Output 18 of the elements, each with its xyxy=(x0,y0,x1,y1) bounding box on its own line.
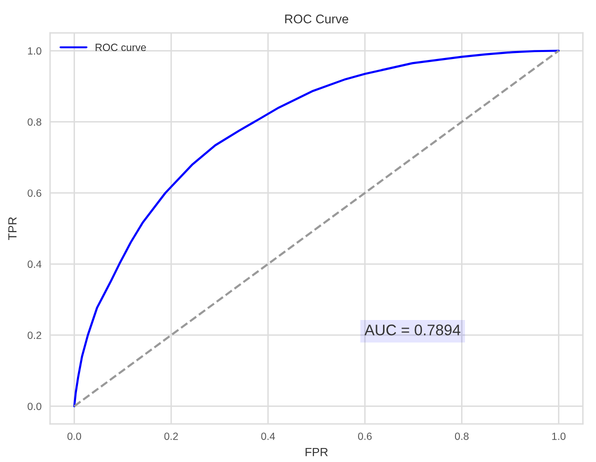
y-tick-label: 0.0 xyxy=(28,402,42,410)
x-tick-label: 0.4 xyxy=(261,432,275,440)
y-tick-label: 0.8 xyxy=(28,118,42,126)
chart-title: ROC Curve xyxy=(285,14,348,24)
y-tick-label: 1.0 xyxy=(28,47,42,55)
annotation: AUC = 0.7894 xyxy=(364,324,460,336)
x-tick-label: 0.6 xyxy=(358,432,372,440)
legend-label: ROC curve xyxy=(96,44,146,52)
x-axis-title: FPR xyxy=(306,448,328,456)
y-axis-title: TPR xyxy=(8,217,16,240)
y-tick-label: 0.6 xyxy=(28,189,42,197)
y-tick-label: 0.2 xyxy=(28,332,42,339)
x-tick-label: 0.0 xyxy=(67,432,82,440)
y-tick-label: 0.4 xyxy=(28,260,42,268)
x-tick-label: 1.0 xyxy=(552,432,566,440)
x-tick-label: 0.2 xyxy=(164,432,178,440)
x-tick-label: 0.8 xyxy=(454,432,469,440)
line-series xyxy=(73,50,560,408)
